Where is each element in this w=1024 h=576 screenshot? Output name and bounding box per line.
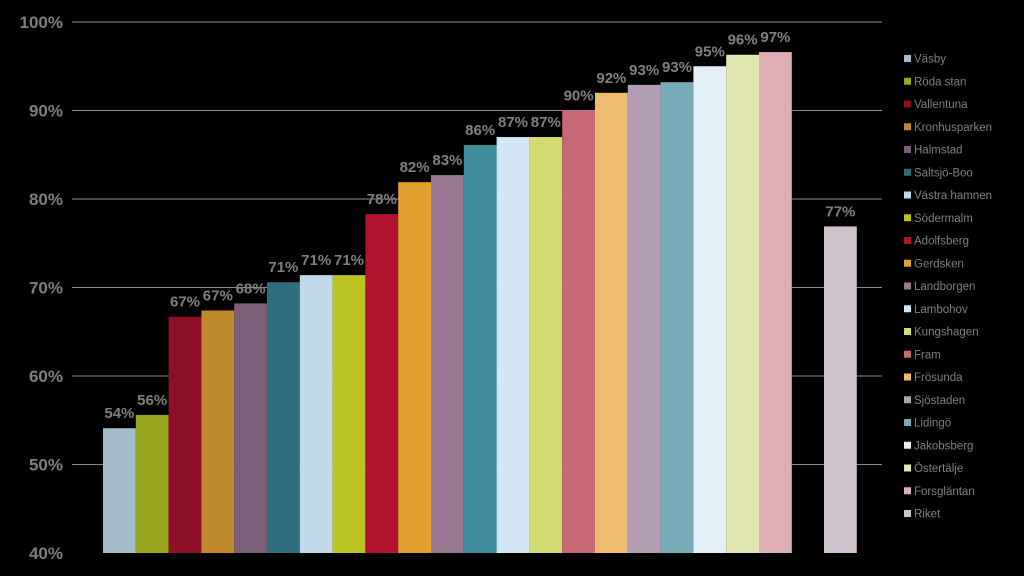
data-label: 93%	[629, 62, 659, 79]
y-tick-label: 60%	[29, 367, 63, 386]
data-label: 87%	[531, 114, 561, 131]
data-label: 77%	[825, 203, 855, 220]
legend-swatch	[904, 259, 911, 267]
bar	[726, 54, 759, 554]
bar	[365, 214, 399, 554]
legend-label: Sjöstaden	[914, 395, 965, 407]
legend-label: Vallentuna	[914, 99, 968, 111]
y-tick-label: 80%	[29, 190, 63, 209]
bar	[824, 226, 857, 553]
bar	[398, 182, 431, 553]
legend-label: Väsby	[914, 54, 946, 66]
bar	[168, 316, 202, 553]
legend-label: Röda stan	[914, 76, 966, 88]
legend-swatch	[904, 237, 911, 244]
legend: Väsby Röda stan Vallentuna Kronhusparken Hal…	[904, 54, 992, 521]
bar	[267, 282, 300, 553]
legend-label: Lambohov	[914, 304, 968, 316]
legend-swatch	[904, 419, 911, 426]
bar	[759, 52, 792, 554]
y-tick-label: 50%	[29, 456, 63, 475]
data-label: 90%	[564, 88, 594, 105]
bar	[595, 92, 628, 554]
legend-label: Västra hamnen	[914, 190, 992, 202]
legend-swatch	[904, 100, 911, 108]
bar	[496, 137, 530, 554]
bar	[660, 82, 694, 554]
legend-label: Gerdsken	[914, 258, 964, 270]
y-tick-label: 100%	[20, 13, 63, 32]
data-label: 86%	[465, 122, 495, 139]
legend-label: Adolfsberg	[914, 236, 969, 248]
bar	[201, 310, 235, 553]
legend-swatch	[904, 146, 911, 153]
legend-swatch	[904, 487, 911, 495]
legend-swatch	[904, 396, 911, 404]
bar	[463, 145, 497, 553]
legend-label: Fram	[914, 349, 941, 361]
legend-label: Halmstad	[914, 145, 963, 157]
bar	[234, 303, 267, 553]
data-labels: 54%56%67% 67% 68%71% 71% 71%78%82% 83%86% 87% 8…	[104, 29, 855, 422]
legend-label: Södermalm	[914, 213, 973, 225]
data-label: 71%	[268, 259, 298, 276]
data-label: 56%	[137, 392, 167, 409]
legend-label: Lidingö	[914, 418, 951, 430]
legend-swatch	[904, 77, 911, 85]
data-label: 71%	[334, 252, 364, 269]
bar	[332, 275, 366, 553]
legend-swatch	[904, 373, 911, 381]
y-tick-label: 70%	[29, 279, 63, 298]
legend-label: Riket	[914, 509, 941, 521]
legend-label: Jakobsberg	[914, 440, 973, 452]
legend-swatch	[904, 191, 911, 199]
y-tick-label: 40%	[29, 544, 63, 563]
data-label: 97%	[760, 29, 790, 46]
bar	[431, 175, 464, 554]
legend-label: Östertälje	[914, 463, 963, 475]
bar	[529, 137, 563, 554]
bar	[135, 414, 169, 553]
bar	[627, 84, 661, 554]
legend-swatch	[904, 464, 911, 472]
data-label: 54%	[104, 405, 134, 422]
y-tick-label: 90%	[29, 102, 63, 121]
legend-swatch	[904, 350, 911, 358]
bar	[103, 428, 136, 553]
data-label: 95%	[695, 43, 725, 60]
legend-swatch	[904, 282, 911, 290]
data-label: 68%	[236, 280, 266, 297]
data-label: 96%	[728, 32, 758, 49]
data-label: 82%	[400, 159, 430, 176]
data-label: 71%	[301, 252, 331, 269]
legend-label: Kronhusparken	[914, 122, 992, 134]
legend-swatch	[904, 328, 911, 335]
bars	[103, 52, 857, 554]
legend-label: Landborgen	[914, 281, 975, 293]
legend-swatch	[904, 123, 911, 131]
y-axis-ticks: 40% 50% 60% 70% 80% 90% 100%	[20, 13, 63, 563]
legend-label: Kungshagen	[914, 327, 979, 339]
legend-swatch	[904, 55, 911, 62]
legend-swatch	[904, 510, 911, 517]
data-label: 92%	[596, 70, 626, 87]
bar	[693, 66, 727, 553]
data-label: 87%	[498, 114, 528, 131]
legend-swatch	[904, 441, 911, 449]
data-label: 83%	[432, 152, 462, 169]
legend-label: Saltsjö-Boo	[914, 167, 973, 179]
legend-swatch	[904, 305, 911, 313]
data-label: 78%	[367, 191, 397, 208]
data-label: 93%	[662, 59, 692, 76]
legend-swatch	[904, 214, 911, 222]
legend-label: Frösunda	[914, 372, 963, 384]
data-label: 67%	[203, 288, 233, 305]
data-label: 67%	[170, 294, 200, 311]
legend-label: Forsgläntan	[914, 486, 975, 498]
bar	[299, 275, 333, 553]
legend-swatch	[904, 168, 911, 176]
bar	[562, 110, 595, 553]
